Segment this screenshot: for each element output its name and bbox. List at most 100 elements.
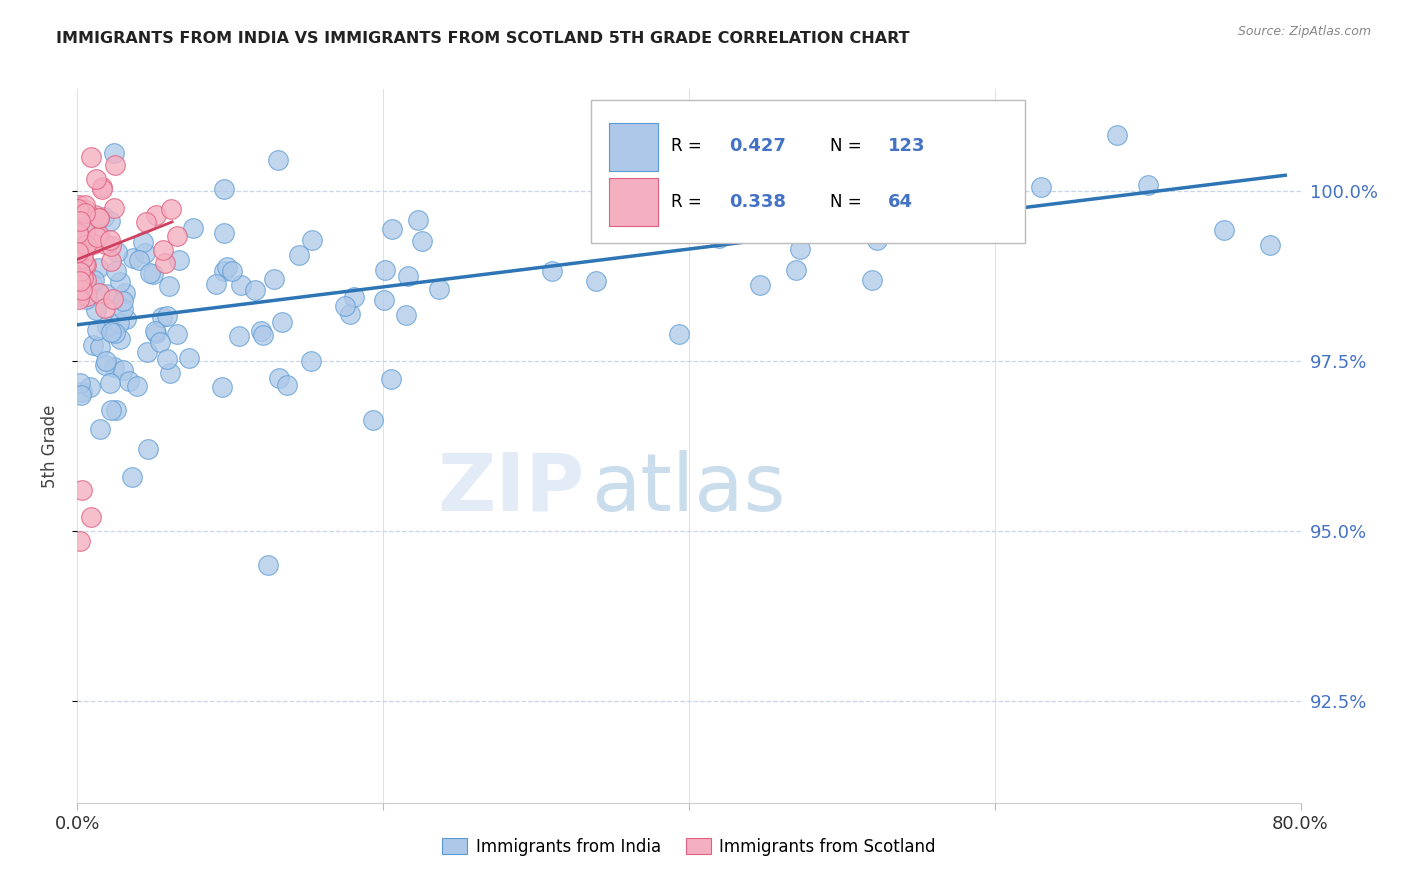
- Point: [84, 208, 107, 222]
- Point: [67, 228, 90, 243]
- Point: [249, 324, 271, 338]
- Point: [80, 217, 103, 231]
- Point: [75, 198, 97, 212]
- Text: 123: 123: [889, 137, 925, 155]
- Point: [89, 286, 111, 301]
- Point: [361, 413, 384, 427]
- Point: [69, 227, 91, 242]
- Point: [271, 315, 294, 329]
- Point: [91, 180, 114, 194]
- Point: [94, 358, 117, 372]
- Point: [406, 212, 429, 227]
- Point: [395, 308, 418, 322]
- Point: [91, 182, 114, 196]
- FancyBboxPatch shape: [609, 178, 658, 227]
- Point: [866, 233, 889, 247]
- Point: [67, 252, 90, 266]
- Text: N =: N =: [830, 137, 866, 155]
- Point: [72, 251, 94, 265]
- Point: [122, 251, 145, 265]
- Point: [69, 265, 91, 279]
- Point: [111, 301, 134, 316]
- Point: [104, 158, 127, 172]
- Point: [75, 203, 97, 218]
- Point: [135, 344, 157, 359]
- Point: [748, 278, 770, 293]
- Point: [77, 235, 100, 250]
- Point: [145, 326, 167, 340]
- Point: [69, 248, 91, 262]
- Point: [75, 272, 97, 286]
- Text: Source: ZipAtlas.com: Source: ZipAtlas.com: [1237, 25, 1371, 38]
- Point: [221, 264, 243, 278]
- Point: [107, 316, 129, 330]
- Point: [104, 402, 127, 417]
- Point: [83, 272, 105, 286]
- Point: [785, 263, 807, 277]
- Point: [128, 253, 150, 268]
- Point: [267, 153, 290, 168]
- Point: [70, 284, 93, 298]
- Point: [541, 264, 564, 278]
- Point: [82, 337, 104, 351]
- Point: [72, 270, 94, 285]
- Point: [860, 273, 883, 287]
- Point: [75, 238, 97, 252]
- Point: [69, 274, 91, 288]
- Point: [862, 208, 884, 222]
- Point: [87, 211, 110, 225]
- Point: [103, 292, 125, 306]
- Point: [86, 323, 108, 337]
- Point: [86, 229, 108, 244]
- Point: [75, 258, 97, 272]
- Point: [87, 260, 110, 275]
- Point: [789, 242, 811, 256]
- Point: [101, 323, 124, 337]
- Point: [343, 290, 366, 304]
- Point: [89, 211, 111, 225]
- FancyBboxPatch shape: [609, 123, 658, 171]
- Point: [69, 376, 91, 390]
- Point: [381, 222, 404, 236]
- Point: [796, 184, 818, 198]
- Point: [94, 354, 117, 368]
- Point: [215, 260, 238, 274]
- Point: [157, 279, 180, 293]
- Point: [267, 371, 290, 385]
- Point: [69, 214, 91, 228]
- Point: [149, 334, 172, 349]
- Point: [585, 275, 607, 289]
- Text: R =: R =: [671, 137, 707, 155]
- Text: N =: N =: [830, 193, 866, 211]
- Point: [1136, 178, 1159, 192]
- Point: [69, 534, 91, 549]
- Point: [93, 301, 115, 316]
- Text: R =: R =: [671, 193, 707, 211]
- Point: [156, 310, 179, 324]
- Point: [69, 388, 91, 402]
- Point: [93, 210, 115, 224]
- Point: [121, 469, 143, 483]
- Point: [103, 202, 125, 216]
- Point: [84, 171, 107, 186]
- Point: [67, 261, 90, 276]
- Point: [212, 182, 235, 196]
- Point: [69, 203, 91, 218]
- Point: [135, 215, 157, 229]
- Point: [427, 282, 450, 296]
- Point: [136, 442, 159, 457]
- Point: [98, 234, 121, 248]
- Point: [1258, 238, 1281, 252]
- Point: [152, 244, 174, 258]
- Point: [855, 207, 877, 221]
- Point: [70, 233, 93, 247]
- Point: [1213, 223, 1236, 237]
- Point: [75, 257, 97, 271]
- Point: [100, 254, 122, 268]
- Point: [115, 312, 138, 326]
- Point: [87, 228, 110, 243]
- Point: [159, 366, 181, 380]
- Point: [818, 153, 841, 167]
- Point: [166, 327, 188, 342]
- FancyBboxPatch shape: [591, 100, 1025, 243]
